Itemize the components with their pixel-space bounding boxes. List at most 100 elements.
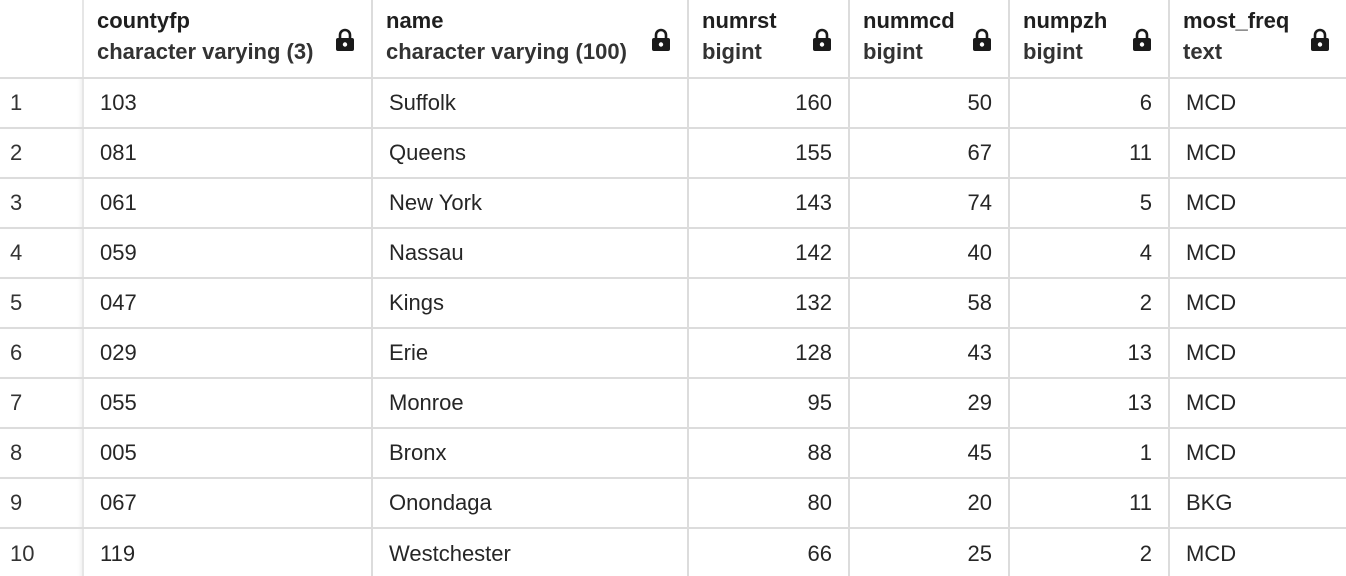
lock-icon bbox=[973, 28, 991, 51]
cell-nummcd[interactable]: 45 bbox=[849, 428, 1010, 479]
row-number-header[interactable] bbox=[0, 0, 84, 79]
cell-countyfp[interactable]: 081 bbox=[83, 128, 373, 179]
row-number[interactable]: 3 bbox=[0, 178, 84, 229]
cell-numpzh[interactable]: 2 bbox=[1009, 278, 1170, 329]
cell-countyfp[interactable]: 103 bbox=[83, 78, 373, 129]
cell-numpzh[interactable]: 13 bbox=[1009, 378, 1170, 429]
cell-countyfp[interactable]: 005 bbox=[83, 428, 373, 479]
column-name: numrst bbox=[702, 8, 777, 33]
lock-icon bbox=[1133, 28, 1151, 51]
cell-countyfp[interactable]: 059 bbox=[83, 228, 373, 279]
cell-countyfp[interactable]: 055 bbox=[83, 378, 373, 429]
table-row[interactable]: 10 119 Westchester 66 25 2 MCD bbox=[0, 528, 1346, 576]
cell-nummcd[interactable]: 25 bbox=[849, 528, 1010, 576]
cell-name[interactable]: New York bbox=[372, 178, 689, 229]
cell-name[interactable]: Suffolk bbox=[372, 78, 689, 129]
row-number[interactable]: 10 bbox=[0, 528, 84, 576]
cell-nummcd[interactable]: 20 bbox=[849, 478, 1010, 529]
cell-name[interactable]: Erie bbox=[372, 328, 689, 379]
cell-numpzh[interactable]: 1 bbox=[1009, 428, 1170, 479]
table-row[interactable]: 4 059 Nassau 142 40 4 MCD bbox=[0, 228, 1346, 279]
row-number[interactable]: 2 bbox=[0, 128, 84, 179]
table-row[interactable]: 5 047 Kings 132 58 2 MCD bbox=[0, 278, 1346, 329]
cell-numpzh[interactable]: 11 bbox=[1009, 478, 1170, 529]
lock-icon bbox=[813, 28, 831, 51]
table-row[interactable]: 6 029 Erie 128 43 13 MCD bbox=[0, 328, 1346, 379]
column-header-name[interactable]: name character varying (100) bbox=[372, 0, 689, 79]
table-row[interactable]: 8 005 Bronx 88 45 1 MCD bbox=[0, 428, 1346, 479]
cell-numrst[interactable]: 95 bbox=[688, 378, 850, 429]
column-header-numpzh[interactable]: numpzh bigint bbox=[1009, 0, 1170, 79]
cell-numpzh[interactable]: 6 bbox=[1009, 78, 1170, 129]
table-row[interactable]: 3 061 New York 143 74 5 MCD bbox=[0, 178, 1346, 229]
column-header-most-freq[interactable]: most_freq text bbox=[1169, 0, 1346, 79]
column-header-countyfp[interactable]: countyfp character varying (3) bbox=[83, 0, 373, 79]
cell-name[interactable]: Kings bbox=[372, 278, 689, 329]
cell-numpzh[interactable]: 4 bbox=[1009, 228, 1170, 279]
cell-nummcd[interactable]: 40 bbox=[849, 228, 1010, 279]
cell-numrst[interactable]: 80 bbox=[688, 478, 850, 529]
column-type: text bbox=[1183, 39, 1223, 64]
cell-name[interactable]: Onondaga bbox=[372, 478, 689, 529]
header-row: countyfp character varying (3) name char… bbox=[0, 0, 1346, 79]
cell-most-freq[interactable]: MCD bbox=[1169, 178, 1346, 229]
cell-name[interactable]: Bronx bbox=[372, 428, 689, 479]
cell-name[interactable]: Queens bbox=[372, 128, 689, 179]
row-number[interactable]: 7 bbox=[0, 378, 84, 429]
row-number[interactable]: 4 bbox=[0, 228, 84, 279]
cell-nummcd[interactable]: 74 bbox=[849, 178, 1010, 229]
cell-most-freq[interactable]: MCD bbox=[1169, 428, 1346, 479]
table-row[interactable]: 1 103 Suffolk 160 50 6 MCD bbox=[0, 78, 1346, 129]
cell-name[interactable]: Westchester bbox=[372, 528, 689, 576]
row-number[interactable]: 8 bbox=[0, 428, 84, 479]
column-name: most_freq bbox=[1183, 8, 1290, 33]
row-number[interactable]: 6 bbox=[0, 328, 84, 379]
cell-most-freq[interactable]: MCD bbox=[1169, 228, 1346, 279]
cell-nummcd[interactable]: 67 bbox=[849, 128, 1010, 179]
cell-nummcd[interactable]: 58 bbox=[849, 278, 1010, 329]
cell-most-freq[interactable]: MCD bbox=[1169, 328, 1346, 379]
table-row[interactable]: 2 081 Queens 155 67 11 MCD bbox=[0, 128, 1346, 179]
table-row[interactable]: 9 067 Onondaga 80 20 11 BKG bbox=[0, 478, 1346, 529]
cell-numrst[interactable]: 132 bbox=[688, 278, 850, 329]
column-type: bigint bbox=[863, 39, 923, 64]
cell-countyfp[interactable]: 067 bbox=[83, 478, 373, 529]
row-number[interactable]: 9 bbox=[0, 478, 84, 529]
cell-numrst[interactable]: 143 bbox=[688, 178, 850, 229]
row-number[interactable]: 5 bbox=[0, 278, 84, 329]
cell-numpzh[interactable]: 11 bbox=[1009, 128, 1170, 179]
cell-numrst[interactable]: 88 bbox=[688, 428, 850, 479]
cell-nummcd[interactable]: 50 bbox=[849, 78, 1010, 129]
cell-most-freq[interactable]: MCD bbox=[1169, 278, 1346, 329]
row-number[interactable]: 1 bbox=[0, 78, 84, 129]
lock-icon bbox=[336, 28, 354, 51]
cell-most-freq[interactable]: BKG bbox=[1169, 478, 1346, 529]
column-header-numrst[interactable]: numrst bigint bbox=[688, 0, 850, 79]
cell-numrst[interactable]: 128 bbox=[688, 328, 850, 379]
cell-name[interactable]: Monroe bbox=[372, 378, 689, 429]
cell-most-freq[interactable]: MCD bbox=[1186, 540, 1237, 566]
cell-most-freq[interactable]: MCD bbox=[1169, 378, 1346, 429]
cell-numrst[interactable]: 142 bbox=[688, 228, 850, 279]
cell-numpzh[interactable]: 2 bbox=[1009, 528, 1170, 576]
cell-numpzh[interactable]: 5 bbox=[1009, 178, 1170, 229]
cell-most-freq[interactable]: MCD bbox=[1169, 78, 1346, 129]
cell-numpzh[interactable]: 13 bbox=[1009, 328, 1170, 379]
table-row[interactable]: 7 055 Monroe 95 29 13 MCD bbox=[0, 378, 1346, 429]
cell-nummcd[interactable]: 29 bbox=[849, 378, 1010, 429]
column-name: numpzh bbox=[1023, 8, 1108, 33]
column-name: countyfp bbox=[97, 8, 190, 33]
column-name: nummcd bbox=[863, 8, 955, 33]
cell-countyfp[interactable]: 047 bbox=[83, 278, 373, 329]
cell-countyfp[interactable]: 029 bbox=[83, 328, 373, 379]
cell-numrst[interactable]: 160 bbox=[688, 78, 850, 129]
cell-numrst[interactable]: 66 bbox=[688, 528, 850, 576]
cell-countyfp[interactable]: 119 bbox=[83, 528, 373, 576]
cell-nummcd[interactable]: 43 bbox=[849, 328, 1010, 379]
cell-most-freq[interactable]: MCD bbox=[1169, 128, 1346, 179]
cell-countyfp[interactable]: 061 bbox=[83, 178, 373, 229]
cell-numrst[interactable]: 155 bbox=[688, 128, 850, 179]
cell-name[interactable]: Nassau bbox=[372, 228, 689, 279]
column-header-nummcd[interactable]: nummcd bigint bbox=[849, 0, 1010, 79]
